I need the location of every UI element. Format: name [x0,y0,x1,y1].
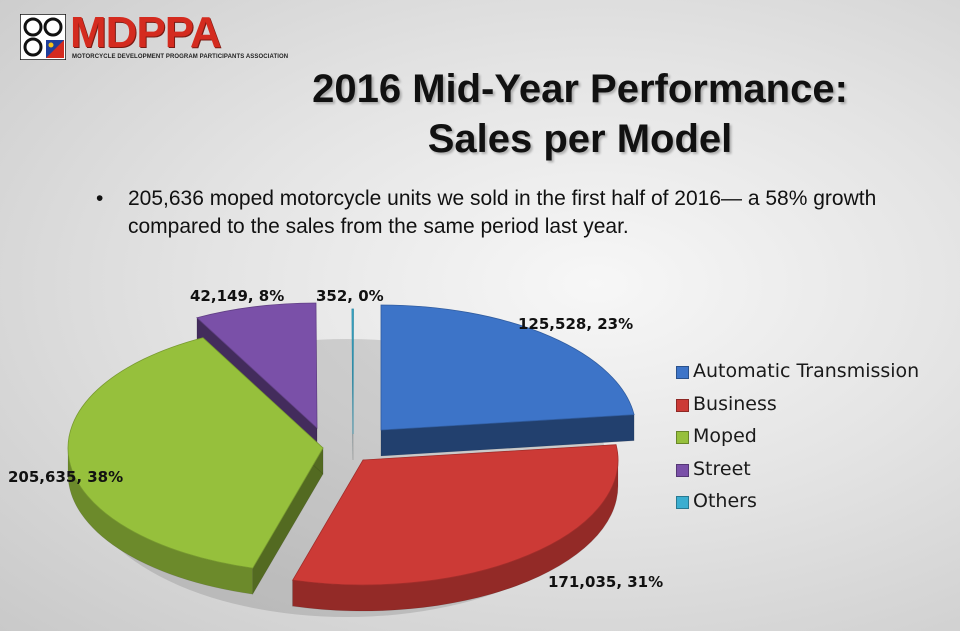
logo-tagline: MOTORCYCLE DEVELOPMENT PROGRAM PARTICIPA… [72,54,289,60]
legend-label-street: Street [693,457,751,480]
data-label-others: 352, 0% [316,287,384,305]
mdppa-logo: MDPPA MOTORCYCLE DEVELOPMENT PROGRAM PAR… [20,8,288,60]
legend-swatch-automatic-transmission [676,366,689,379]
logo-wordmark: MDPPA [70,8,222,57]
bullet-text: 205,636 moped motorcycle units we sold i… [128,187,877,238]
slide-title-line2: Sales per Model [427,117,733,161]
slide-title-line1: 2016 Mid-Year Performance: [312,67,848,111]
bullet-dot-icon: • [96,187,104,210]
pie-slice-business [292,444,619,586]
legend-label-moped: Moped [693,425,757,447]
data-label-business: 171,035, 31% [548,573,664,591]
data-label-automatic-transmission: 125,528, 23% [518,315,634,333]
legend-swatch-moped [676,431,689,444]
legend-label-business: Business [693,392,777,415]
data-label-moped: 205,635, 38% [8,468,124,486]
legend-swatch-others [676,496,689,509]
pie-slice-automatic-transmission [380,304,635,431]
legend-swatch-street [676,463,689,477]
legend-swatch-business [676,398,689,412]
mdppa-emblem-icon [20,14,66,60]
pie-slice-others [351,308,354,435]
pie-slice-moped [67,337,324,569]
pie-slice-street [196,302,318,429]
slide-title: 2016 Mid-Year Performance: Sales per Mod… [260,64,900,164]
pie-chart [67,302,635,617]
legend-label-automatic-transmission: Automatic Transmission [693,360,920,382]
data-label-street: 42,149, 8% [190,287,285,305]
legend-label-others: Others [693,490,757,512]
